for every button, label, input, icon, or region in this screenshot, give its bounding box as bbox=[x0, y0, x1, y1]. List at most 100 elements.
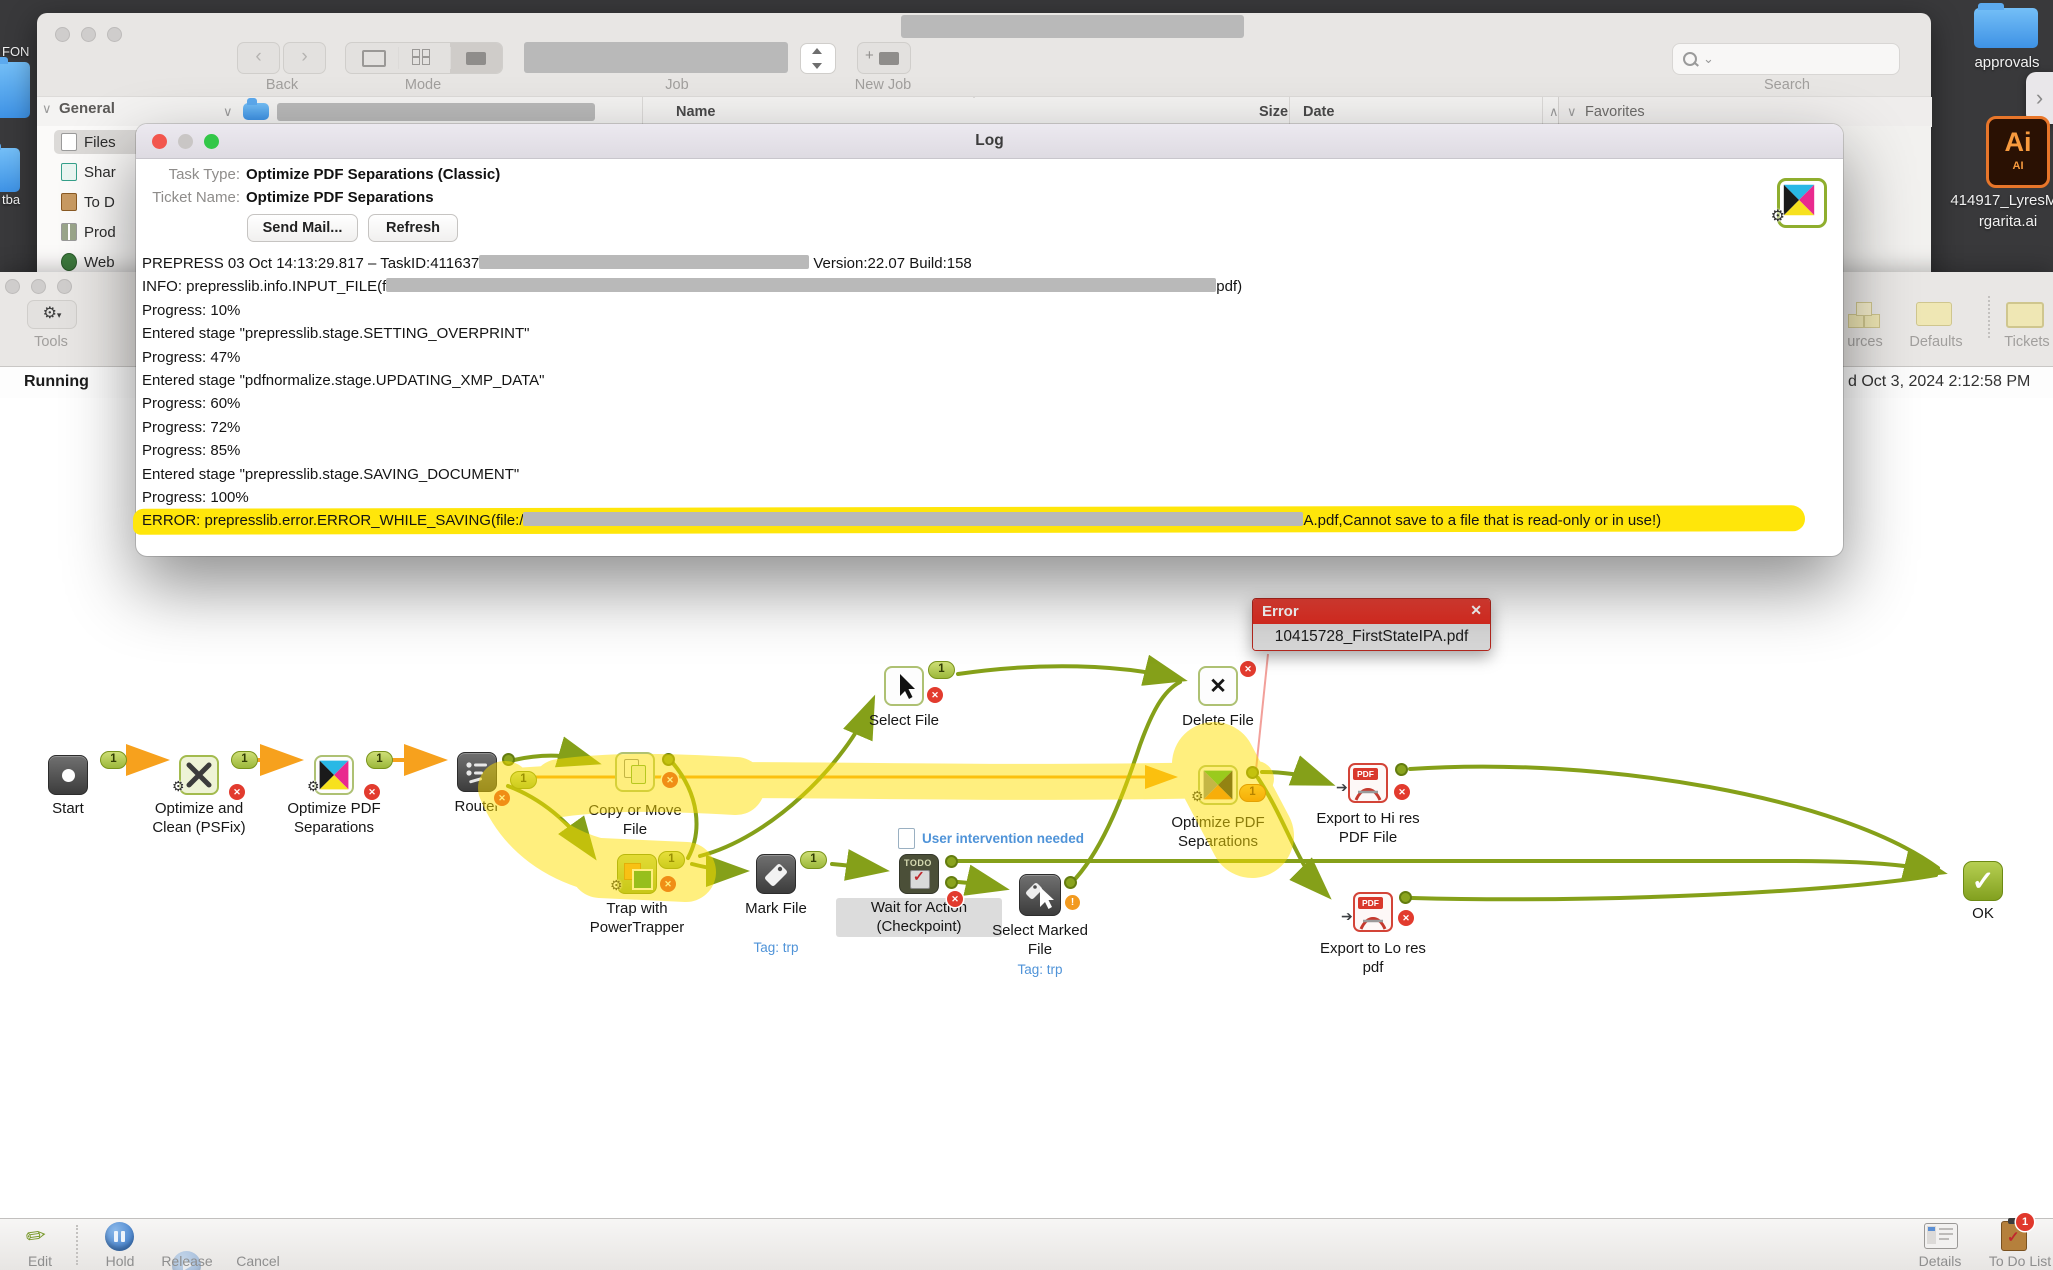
node-start[interactable] bbox=[48, 755, 88, 795]
user-intervention-note: User intervention needed bbox=[922, 831, 1085, 846]
cancel-label[interactable]: Cancel bbox=[236, 1253, 280, 1269]
close-icon[interactable] bbox=[152, 134, 167, 149]
node-router[interactable] bbox=[457, 752, 497, 792]
error-badge-icon bbox=[1240, 661, 1256, 677]
output-dot bbox=[502, 753, 515, 766]
plus-icon: + bbox=[865, 47, 874, 64]
forward-button[interactable]: › bbox=[283, 42, 326, 74]
hold-label[interactable]: Hold bbox=[105, 1253, 135, 1269]
favorites-chevron-icon[interactable]: ∨ bbox=[1567, 104, 1577, 119]
node-wait-for-action[interactable]: TODO ✓ bbox=[899, 854, 939, 894]
defaults-icon[interactable] bbox=[1916, 302, 1952, 326]
node-label: Trap with PowerTrapper bbox=[589, 900, 685, 936]
close-icon[interactable] bbox=[5, 279, 20, 294]
panel-chevron-tab[interactable]: › bbox=[2026, 72, 2053, 124]
error-tooltip: Error ✕ 10415728_FirstStateIPA.pdf bbox=[1252, 598, 1491, 651]
details-label[interactable]: Details bbox=[1918, 1253, 1962, 1269]
minimize-icon[interactable] bbox=[81, 27, 96, 42]
resources-label: urces bbox=[1847, 334, 1883, 350]
refresh-button[interactable]: Refresh bbox=[368, 214, 458, 242]
approvals-folder-icon[interactable] bbox=[1974, 3, 2038, 48]
log-window-controls[interactable] bbox=[152, 134, 230, 154]
edit-label[interactable]: Edit bbox=[27, 1253, 53, 1269]
zoom-icon[interactable] bbox=[204, 134, 219, 149]
redacted-job-field[interactable] bbox=[524, 42, 788, 73]
editor-window-controls[interactable] bbox=[5, 279, 83, 299]
new-folder-icon bbox=[879, 52, 899, 65]
sidebar-item-shared[interactable]: Shar bbox=[61, 163, 116, 181]
node-ok[interactable] bbox=[1963, 861, 2003, 901]
sidebar-item-files[interactable]: Files bbox=[61, 133, 116, 151]
mode-segmented-control[interactable] bbox=[345, 42, 503, 74]
gear-icon: ⚙ bbox=[307, 778, 320, 794]
log-text: PREPRESS 03 Oct 14:13:29.817 – TaskID:41… bbox=[142, 252, 1837, 533]
node-export-lores-pdf[interactable]: PDF bbox=[1353, 892, 1393, 932]
acrobat-glyph bbox=[1354, 788, 1382, 801]
desktop-folder-icon[interactable] bbox=[0, 57, 30, 118]
todo-count-badge: 1 bbox=[2016, 1213, 2034, 1231]
minimize-icon[interactable] bbox=[178, 134, 193, 149]
node-label: Optimize PDF Separations bbox=[1171, 814, 1265, 850]
release-label[interactable]: Release bbox=[161, 1253, 213, 1269]
ai-badge: AI bbox=[2012, 160, 2024, 172]
back-button[interactable]: ‹ bbox=[237, 42, 280, 74]
token-count: 1 bbox=[800, 851, 827, 869]
redacted-folder-name bbox=[277, 103, 595, 121]
node-copy-move-file[interactable] bbox=[615, 752, 655, 792]
error-badge-icon bbox=[947, 891, 963, 907]
search-input[interactable]: ⌄ bbox=[1672, 43, 1900, 75]
ticket-cmyk-icon bbox=[1777, 178, 1827, 228]
todo-list-label[interactable]: To Do List bbox=[1988, 1253, 2052, 1269]
node-select-marked-file[interactable] bbox=[1019, 874, 1061, 916]
node-select-file[interactable] bbox=[884, 666, 924, 706]
column-name[interactable]: Name bbox=[676, 104, 716, 120]
node-optimize-pdf-separations-2[interactable] bbox=[1198, 765, 1238, 805]
close-icon[interactable] bbox=[55, 27, 70, 42]
node-label: Select File bbox=[868, 712, 940, 729]
sidebar-item-products[interactable]: Prod bbox=[61, 223, 116, 241]
minimize-icon[interactable] bbox=[31, 279, 46, 294]
node-mark-file[interactable] bbox=[756, 854, 796, 894]
details-icon[interactable] bbox=[1924, 1223, 1958, 1249]
tickets-icon[interactable] bbox=[2006, 302, 2044, 328]
export-arrow-icon: ➔ bbox=[1336, 779, 1348, 795]
release-button[interactable] bbox=[172, 1251, 201, 1270]
zoom-icon[interactable] bbox=[107, 27, 122, 42]
folder-view-segment[interactable] bbox=[450, 43, 502, 73]
sidebar-item-webcenter[interactable]: Web bbox=[61, 253, 115, 271]
grid-view-icon[interactable] bbox=[412, 49, 430, 65]
node-delete-file[interactable] bbox=[1198, 666, 1238, 706]
network-view-icon[interactable] bbox=[362, 50, 386, 67]
node-export-hires-pdf[interactable]: PDF bbox=[1348, 763, 1388, 803]
node-optimize-clean[interactable] bbox=[179, 755, 219, 795]
job-stepper[interactable] bbox=[800, 43, 836, 74]
disclosure-chevron-icon[interactable]: ∨ bbox=[223, 104, 233, 119]
general-chevron-icon[interactable]: ∨ bbox=[42, 101, 52, 116]
task-state: Running bbox=[24, 373, 89, 390]
illustrator-file-icon[interactable]: Ai AI bbox=[1986, 116, 2050, 188]
resources-button[interactable] bbox=[1848, 302, 1888, 328]
window-controls[interactable] bbox=[55, 27, 133, 47]
tools-button[interactable]: ⚙▾ bbox=[27, 300, 77, 329]
desktop-label-fragment: FON bbox=[2, 44, 30, 59]
new-job-button[interactable]: + bbox=[857, 42, 911, 74]
resources-icon bbox=[1848, 302, 1888, 328]
log-window-title: Log bbox=[975, 132, 1004, 149]
note-document-icon bbox=[898, 828, 915, 849]
sidebar-item-todo[interactable]: To D bbox=[61, 193, 115, 211]
node-label-selected: Wait for Action (Checkpoint) bbox=[836, 898, 1002, 937]
node-trap-powertrapper[interactable] bbox=[617, 854, 657, 894]
desktop-folder-icon[interactable] bbox=[0, 143, 20, 192]
zoom-icon[interactable] bbox=[57, 279, 72, 294]
node-tag: Tag: trp bbox=[753, 940, 799, 955]
column-date[interactable]: Date bbox=[1303, 104, 1335, 120]
column-size[interactable]: Size bbox=[1259, 104, 1289, 120]
hold-button[interactable] bbox=[105, 1222, 134, 1251]
send-mail-button[interactable]: Send Mail... bbox=[247, 214, 358, 242]
close-icon[interactable]: ✕ bbox=[1470, 602, 1482, 618]
node-optimize-pdf-separations[interactable] bbox=[314, 755, 354, 795]
warning-badge-icon bbox=[1065, 895, 1080, 910]
ticket-name-value: Optimize PDF Separations bbox=[246, 189, 434, 206]
editor-bottom-bar: ✏ Edit Hold Release Cancel Details ✓ 1 bbox=[0, 1213, 2053, 1270]
